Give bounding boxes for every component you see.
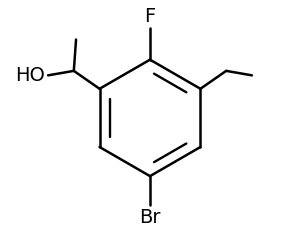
Text: Br: Br — [139, 208, 161, 227]
Text: F: F — [144, 7, 156, 26]
Text: HO: HO — [16, 66, 45, 85]
